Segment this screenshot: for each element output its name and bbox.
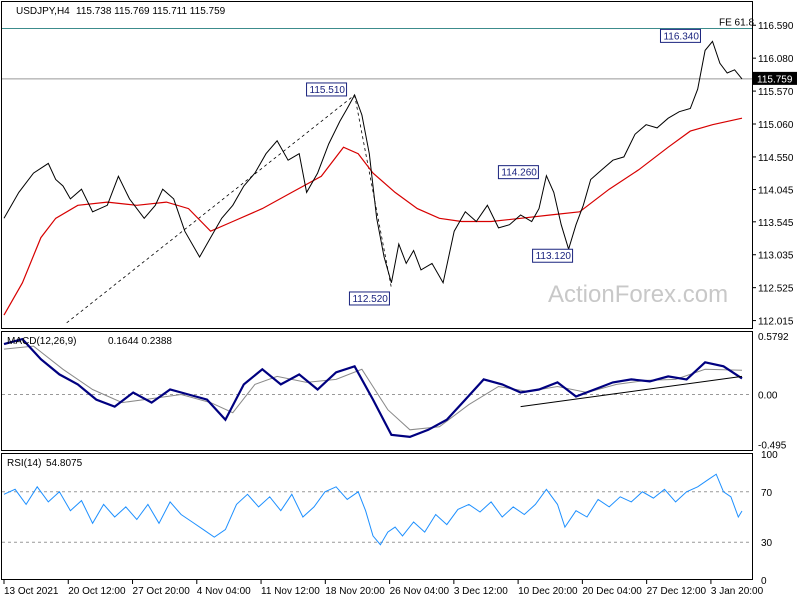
price-tick-label: 112.015: [758, 317, 794, 328]
current-price-box: [753, 71, 797, 85]
macd-lines: [3, 337, 743, 439]
price-tick-label: 113.035: [758, 251, 794, 262]
rsi-axis: 100 70 30 0: [2, 450, 778, 587]
price-annotations: 115.510 112.520 114.260 113.120 116.340: [306, 28, 701, 306]
price-annotation-label: 115.510: [310, 85, 346, 96]
rsi-line: [3, 473, 743, 546]
rsi-tick-label: 0: [761, 576, 767, 587]
time-tick-label: 3 Jan 20:00: [711, 586, 764, 597]
fibonacci-projection-leg: [354, 94, 392, 289]
price-series-line: [3, 40, 743, 285]
time-tick-label: 20 Dec 04:00: [582, 586, 642, 597]
fibonacci-projection-line: [66, 94, 355, 324]
current-price-label: 115.759: [757, 74, 793, 85]
macd-trend-line: [520, 375, 743, 408]
price-tick-label: 113.545: [758, 218, 794, 229]
price-tick-label: 115.570: [758, 87, 794, 98]
macd-panel-title: MACD(12,26,9): [7, 336, 76, 347]
price-annotation-label: 112.520: [352, 294, 388, 305]
macd-tick-label: 0.5792: [758, 332, 789, 343]
price-annotation-box: [348, 291, 390, 306]
time-tick-label: 4 Nov 04:00: [197, 586, 251, 597]
price-tick-label: 116.590: [758, 21, 794, 32]
price-tick-label: 115.060: [758, 120, 794, 131]
price-axis: 116.590 116.080 115.570 115.060 114.550 114.0…: [2, 17, 797, 328]
macd-tick-label: -0.495: [758, 440, 787, 451]
time-tick-label: 27 Dec 12:00: [647, 586, 707, 597]
price-tick-label: 116.080: [758, 54, 794, 65]
price-tick-label: 112.525: [758, 284, 794, 295]
rsi-values: 54.8075: [46, 458, 83, 469]
time-tick-label: 11 Nov 12:00: [261, 586, 320, 597]
macd-values: 0.1644 0.2388: [108, 336, 172, 347]
rsi-panel-title: RSI(14): [7, 458, 41, 469]
macd-signal-line: [3, 345, 743, 431]
macd-panel-frame: [1, 331, 753, 451]
time-tick-label: 20 Oct 12:00: [68, 586, 126, 597]
macd-tick-label: 0.00: [758, 391, 778, 402]
rsi-lines: [3, 473, 743, 546]
rsi-tick-label: 30: [761, 538, 773, 549]
macd-main-line: [3, 337, 743, 439]
time-tick-label: 10 Dec 20:00: [518, 586, 578, 597]
price-annotation-label: 116.340: [663, 31, 699, 42]
price-annotation-box: [497, 165, 539, 180]
price-panel-frame: [1, 1, 753, 329]
time-tick-label: 26 Nov 04:00: [390, 586, 450, 597]
price-annotation-label: 114.260: [501, 168, 537, 179]
price-annotation-label: 113.120: [536, 251, 572, 262]
price-tick-label: 114.045: [758, 186, 794, 197]
price-panel-title: USDJPY,H4: [16, 6, 70, 17]
rsi-tick-label: 100: [761, 450, 778, 461]
moving-average-line: [3, 117, 743, 316]
fe-level-label: FE 61.8: [719, 17, 754, 28]
macd-axis: 0.5792 0.00 -0.495: [2, 332, 789, 451]
rsi-panel-frame: [1, 453, 753, 580]
price-lines: [3, 40, 743, 324]
rsi-tick-label: 70: [761, 488, 773, 499]
price-annotation-box: [659, 28, 701, 43]
time-tick-label: 27 Oct 20:00: [133, 586, 191, 597]
time-tick-label: 18 Nov 20:00: [325, 586, 385, 597]
watermark: ActionForex.com: [548, 281, 728, 308]
panel-frames: [1, 1, 753, 580]
price-tick-label: 114.550: [758, 153, 794, 164]
price-annotation-box: [306, 82, 348, 97]
time-axis: 13 Oct 2021 20 Oct 12:00 27 Oct 20:00 4 Nov…: [3, 580, 764, 597]
price-annotation-box: [532, 248, 574, 263]
time-tick-label: 3 Dec 12:00: [454, 586, 508, 597]
time-tick-label: 13 Oct 2021: [4, 586, 59, 597]
ohlc-values: 115.738 115.769 115.711 115.759: [76, 6, 226, 17]
